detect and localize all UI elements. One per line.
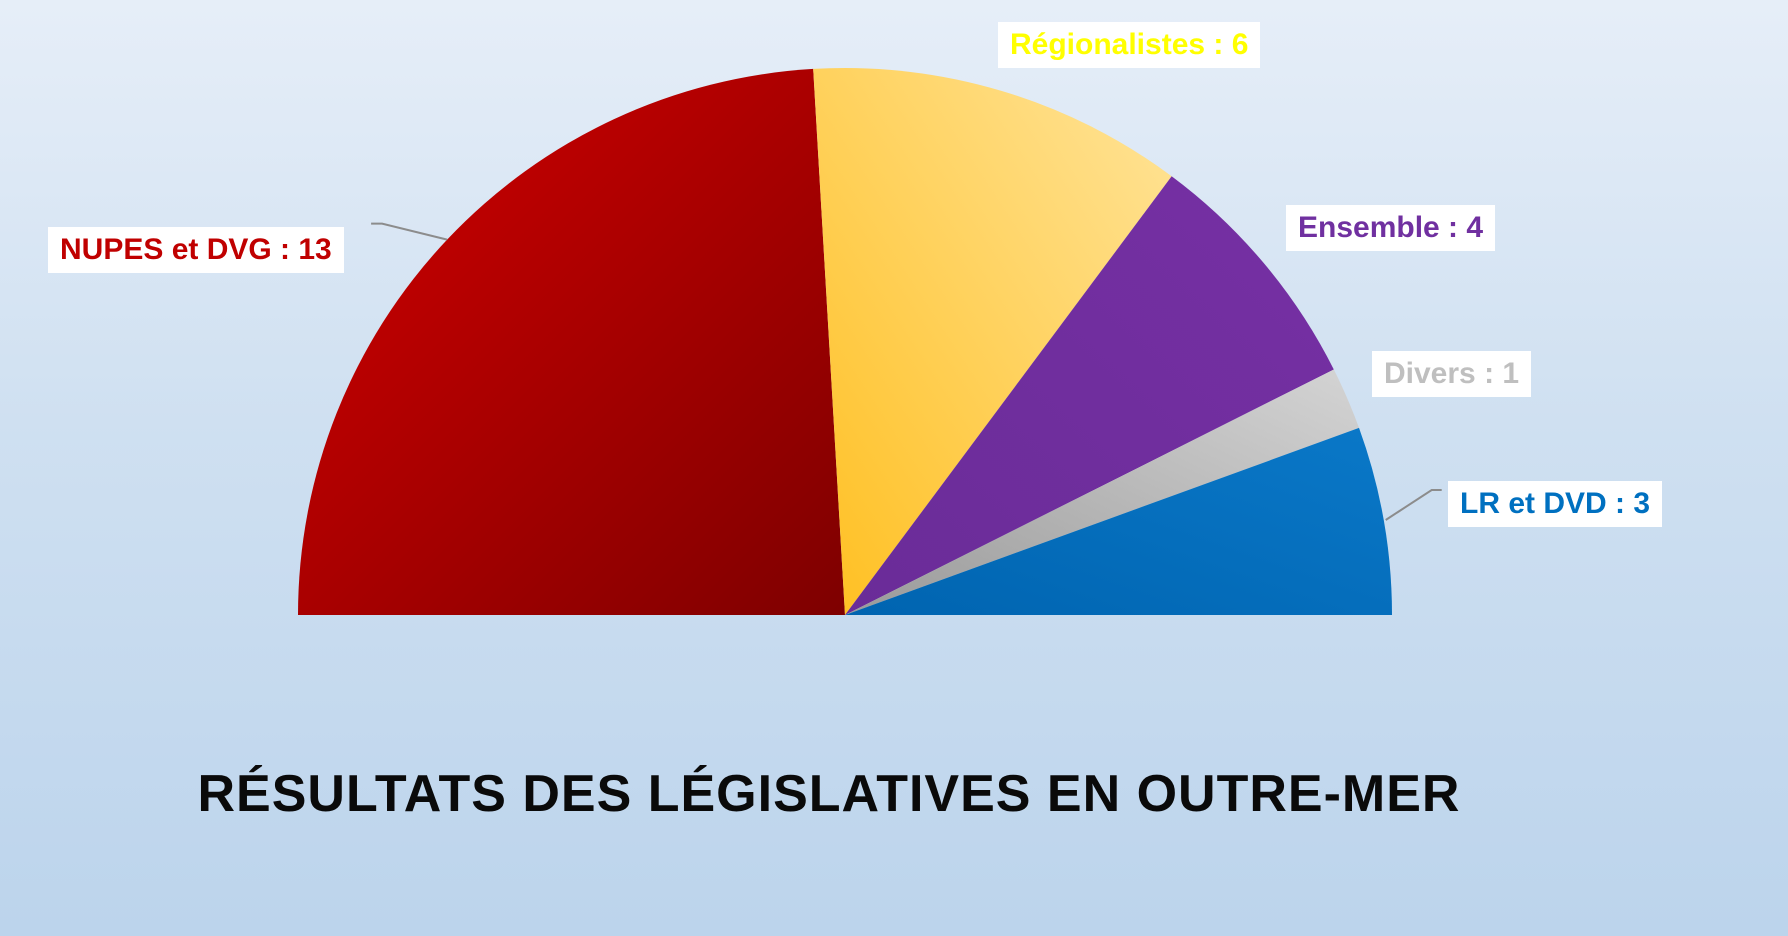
label-ensemble: Ensemble : 4	[1286, 205, 1496, 251]
label-lr-et-dvd: LR et DVD : 3	[1448, 481, 1663, 527]
slice-lr-et-dvd	[845, 427, 1392, 615]
label-leaders	[371, 222, 1442, 521]
pie-slices	[298, 68, 1392, 616]
leader-line-lr-et-dvd	[1385, 489, 1442, 521]
chart-title: RÉSULTATS DES LÉGISLATIVES EN OUTRE-MER	[197, 765, 1461, 823]
slice-nupes-et-dvg	[298, 68, 845, 616]
slice-divers	[845, 369, 1360, 615]
label-nupes-et-dvg: NUPES et DVG : 13	[48, 227, 344, 273]
label-r-gionalistes: Régionalistes : 6	[998, 22, 1261, 68]
leader-line-nupes-et-dvg	[371, 222, 448, 241]
slice-r-gionalistes	[813, 68, 1172, 615]
label-divers: Divers : 1	[1372, 351, 1532, 397]
slice-ensemble	[845, 176, 1334, 616]
